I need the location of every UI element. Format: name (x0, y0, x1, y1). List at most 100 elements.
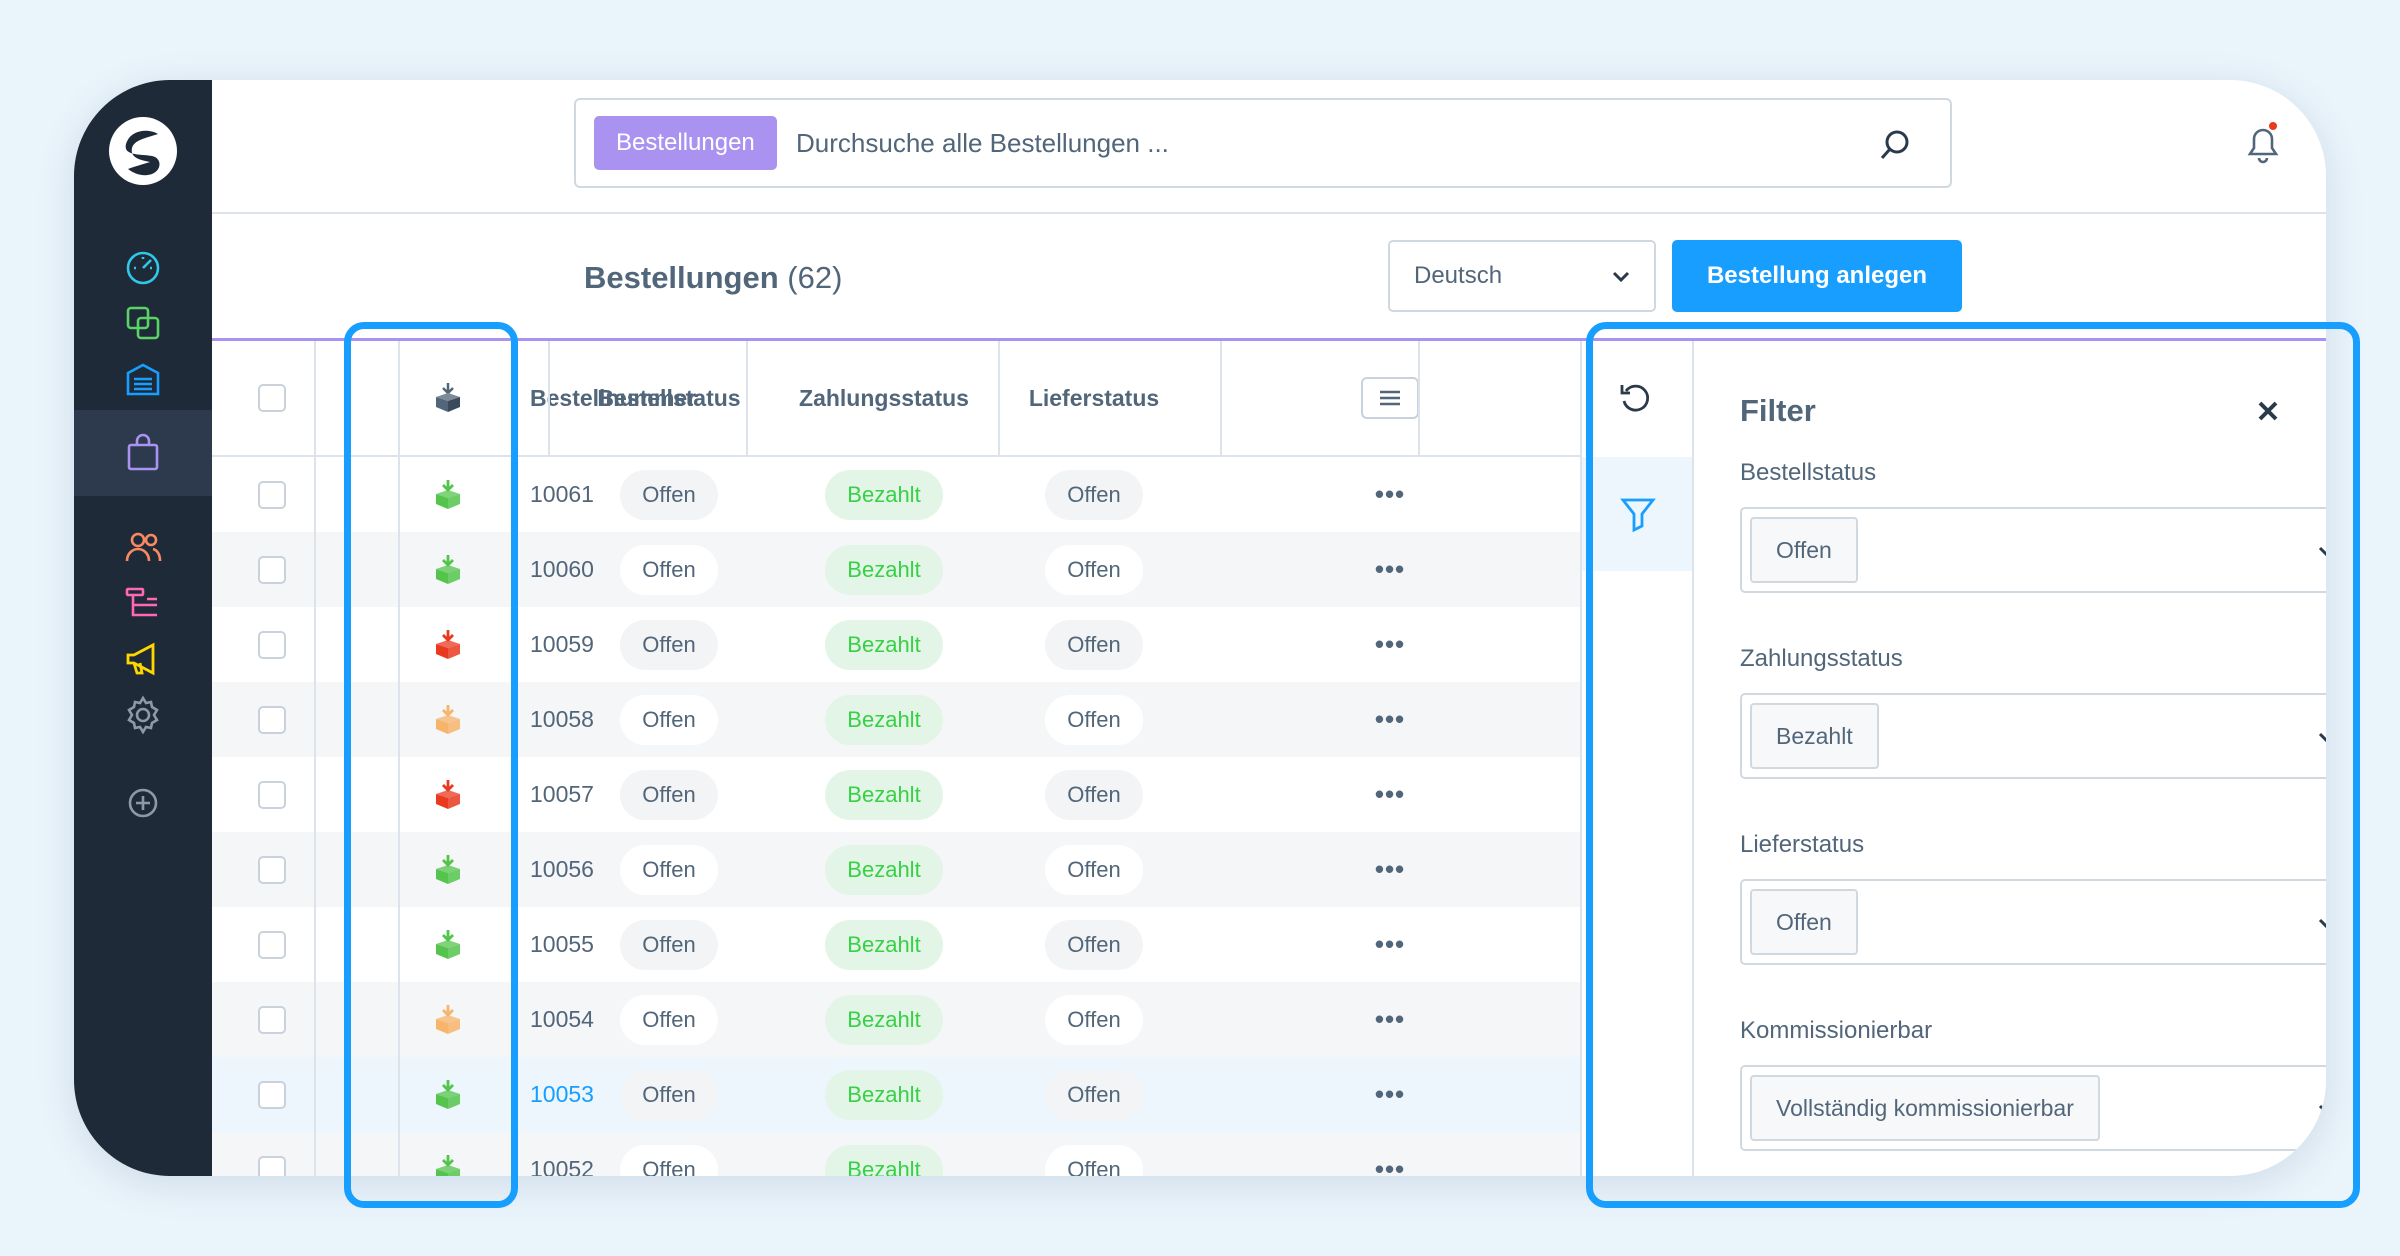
table-row[interactable]: 10052 Offen Bezahlt Offen ••• (212, 1132, 1580, 1176)
select-all-checkbox[interactable] (258, 384, 286, 412)
delivery-status-badge: Offen (1045, 994, 1143, 1045)
row-actions-icon[interactable]: ••• (1374, 629, 1406, 659)
pickable-status-icon (436, 854, 460, 884)
shopware-logo-icon[interactable] (106, 114, 180, 188)
notification-bell-icon[interactable] (2238, 118, 2288, 168)
row-actions-icon[interactable]: ••• (1374, 1154, 1406, 1176)
column-order-status[interactable]: Bestellstatus (597, 384, 741, 411)
refresh-icon[interactable] (1616, 379, 1656, 419)
row-checkbox[interactable] (258, 1005, 286, 1034)
row-actions-icon[interactable]: ••• (1374, 854, 1406, 884)
table-row[interactable]: 10055 Offen Bezahlt Offen ••• (212, 907, 1580, 982)
filter-chip[interactable]: Vollständig kommissionierbar (1750, 1075, 2100, 1141)
row-actions-icon[interactable]: ••• (1374, 929, 1406, 959)
delivery-status-badge: Offen (1045, 469, 1143, 520)
page-title: Bestellungen (62) (584, 260, 843, 295)
column-settings-button[interactable] (1361, 377, 1419, 419)
order-number[interactable]: 10061 (530, 481, 594, 507)
menu-icon (1380, 390, 1400, 406)
row-checkbox[interactable] (258, 630, 286, 659)
nav-customers[interactable] (74, 504, 212, 590)
search-scope-chip[interactable]: Bestellungen (594, 116, 777, 170)
payment-status-badge: Bezahlt (825, 469, 943, 520)
nav-warehouse[interactable] (74, 336, 212, 422)
column-order-number[interactable]: Bestellnummer (530, 384, 697, 411)
table-row[interactable]: 10061 Offen Bezahlt Offen ••• (212, 457, 1580, 532)
column-payment-status[interactable]: Zahlungsstatus (799, 384, 969, 411)
table-row[interactable]: 10058 Offen Bezahlt Offen ••• (212, 682, 1580, 757)
global-search[interactable]: Bestellungen (574, 98, 1952, 188)
row-actions-icon[interactable]: ••• (1374, 554, 1406, 584)
order-number[interactable]: 10056 (530, 856, 594, 882)
order-number[interactable]: 10059 (530, 631, 594, 657)
pickable-status-icon (436, 929, 460, 959)
customers-icon (125, 532, 162, 562)
table-row[interactable]: 10057 Offen Bezahlt Offen ••• (212, 757, 1580, 832)
nav-marketing[interactable] (74, 616, 212, 702)
column-delivery-status[interactable]: Lieferstatus (1028, 384, 1160, 411)
order-number[interactable]: 10058 (530, 706, 594, 732)
filter-chip[interactable]: Bezahlt (1750, 703, 1879, 769)
row-actions-icon[interactable]: ••• (1374, 779, 1406, 809)
table-row[interactable]: 10056 Offen Bezahlt Offen ••• (212, 832, 1580, 907)
filter-delivery-status-select[interactable]: Offen (1740, 879, 2326, 965)
chevron-down-icon (1612, 271, 1630, 283)
search-input[interactable] (796, 116, 1816, 170)
order-status-badge: Offen (620, 1144, 718, 1176)
delivery-status-badge: Offen (1045, 919, 1143, 970)
nav-orders[interactable] (74, 410, 212, 496)
nav-settings[interactable] (74, 672, 212, 758)
close-icon[interactable] (2254, 397, 2282, 425)
row-checkbox[interactable] (258, 1155, 286, 1176)
table-row[interactable]: 10054 Offen Bezahlt Offen ••• (212, 982, 1580, 1057)
filter-label-payment-status: Zahlungsstatus (1740, 645, 1903, 672)
row-checkbox[interactable] (258, 855, 286, 884)
filter-pickable-select[interactable]: Vollständig kommissionierbar (1740, 1065, 2326, 1151)
table-row[interactable]: 10060 Offen Bezahlt Offen ••• (212, 532, 1580, 607)
order-status-badge: Offen (620, 544, 718, 595)
row-actions-icon[interactable]: ••• (1374, 1079, 1406, 1109)
header-divider (212, 338, 2326, 341)
order-number[interactable]: 10060 (530, 556, 594, 582)
nav-catalog[interactable] (74, 280, 212, 366)
filter-chip[interactable]: Offen (1750, 889, 1858, 955)
filter-label-delivery-status: Lieferstatus (1740, 831, 1865, 858)
row-checkbox[interactable] (258, 930, 286, 959)
nav-add-extension[interactable] (74, 760, 212, 846)
filter-order-status-select[interactable]: Offen (1740, 507, 2326, 593)
filter-payment-status-select[interactable]: Bezahlt (1740, 693, 2326, 779)
order-number[interactable]: 10052 (530, 1156, 594, 1176)
language-select[interactable]: Deutsch (1388, 240, 1656, 312)
order-number[interactable]: 10053 (530, 1081, 594, 1107)
row-checkbox[interactable] (258, 480, 286, 509)
payment-status-badge: Bezahlt (825, 769, 943, 820)
nav-content[interactable] (74, 560, 212, 646)
row-checkbox[interactable] (258, 780, 286, 809)
row-actions-icon[interactable]: ••• (1374, 479, 1406, 509)
filter-chip[interactable]: Offen (1750, 517, 1858, 583)
table-row[interactable]: 10059 Offen Bezahlt Offen ••• (212, 607, 1580, 682)
row-checkbox[interactable] (258, 1080, 286, 1109)
chevron-down-icon (2318, 1104, 2326, 1115)
pickable-status-icon (436, 704, 460, 734)
filter-toggle[interactable] (1582, 457, 1694, 571)
row-checkbox[interactable] (258, 555, 286, 584)
row-checkbox[interactable] (258, 705, 286, 734)
table-row[interactable]: 10053 Offen Bezahlt Offen ••• (212, 1057, 1580, 1132)
payment-status-badge: Bezahlt (825, 994, 943, 1045)
payment-status-badge: Bezahlt (825, 1069, 943, 1120)
marketing-icon (126, 642, 155, 676)
payment-status-badge: Bezahlt (825, 544, 943, 595)
delivery-status-badge: Offen (1045, 1069, 1143, 1120)
order-number[interactable]: 10055 (530, 931, 594, 957)
order-number[interactable]: 10057 (530, 781, 594, 807)
app-window: Bestellungen Bestellungen (62) Deutsch B… (74, 80, 2326, 1176)
row-actions-icon[interactable]: ••• (1374, 1004, 1406, 1034)
search-icon[interactable] (1878, 128, 1912, 162)
pickable-status-icon (436, 1004, 460, 1034)
order-number[interactable]: 10054 (530, 1006, 594, 1032)
nav-dashboard[interactable] (74, 224, 212, 310)
row-actions-icon[interactable]: ••• (1374, 704, 1406, 734)
delivery-status-badge: Offen (1045, 844, 1143, 895)
create-order-button[interactable]: Bestellung anlegen (1672, 240, 1962, 312)
